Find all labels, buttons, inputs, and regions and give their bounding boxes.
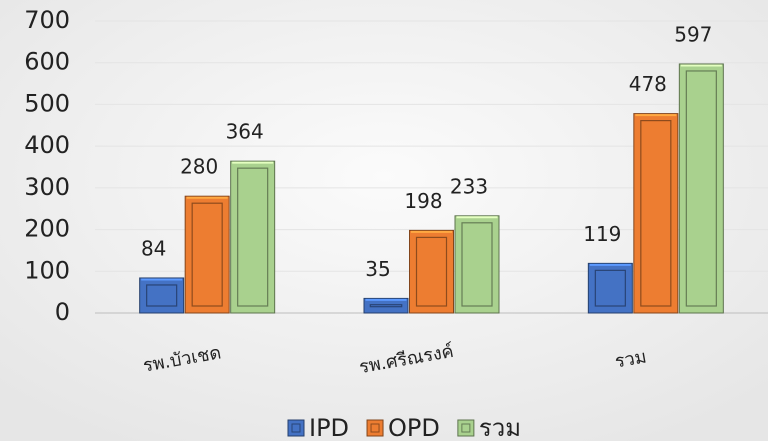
data-label: 198 bbox=[404, 189, 442, 213]
bar-bevel bbox=[594, 269, 626, 307]
legend-label: IPD bbox=[309, 414, 349, 441]
legend-swatch-bevel bbox=[291, 423, 301, 433]
bar-bevel bbox=[461, 222, 493, 307]
data-label: 35 bbox=[365, 257, 390, 281]
bar bbox=[363, 297, 409, 314]
data-label: 478 bbox=[629, 72, 667, 96]
data-label: 364 bbox=[226, 120, 264, 144]
y-tick-label: 700 bbox=[24, 6, 70, 34]
bar-bevel bbox=[685, 70, 717, 307]
legend-label: OPD bbox=[388, 414, 440, 441]
data-label: 84 bbox=[141, 236, 166, 260]
data-label: 233 bbox=[450, 174, 488, 198]
data-label: 280 bbox=[180, 155, 218, 179]
y-tick-label: 300 bbox=[24, 173, 70, 201]
bar-bevel bbox=[191, 202, 223, 307]
y-tick-label: 600 bbox=[24, 48, 70, 76]
data-label: 597 bbox=[674, 22, 712, 46]
legend-label: รวม bbox=[479, 414, 521, 441]
legend-swatch bbox=[366, 419, 384, 437]
y-tick-label: 200 bbox=[24, 215, 70, 243]
legend-swatch-bevel bbox=[461, 423, 471, 433]
bar-bevel bbox=[415, 236, 448, 307]
y-tick-label: 500 bbox=[24, 89, 70, 117]
y-tick-label: 0 bbox=[55, 298, 70, 326]
legend-swatch bbox=[457, 419, 475, 437]
bar-bevel bbox=[640, 120, 672, 307]
bar-bevel bbox=[146, 284, 178, 307]
data-label: 119 bbox=[583, 222, 621, 246]
bar-bevel bbox=[237, 167, 269, 307]
bar-bevel bbox=[369, 304, 403, 308]
y-tick-label: 100 bbox=[24, 256, 70, 284]
legend-swatch-bevel bbox=[370, 423, 380, 433]
y-tick-label: 400 bbox=[24, 131, 70, 159]
legend-swatch bbox=[287, 419, 305, 437]
